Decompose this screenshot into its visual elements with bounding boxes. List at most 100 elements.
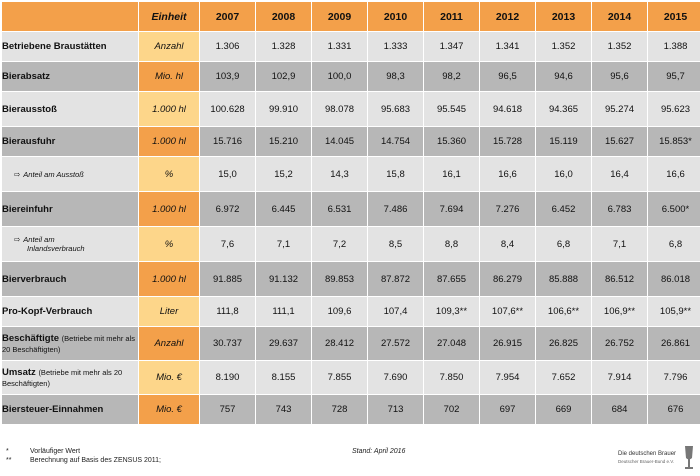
row-label: Beschäftigte (Betriebe mit mehr als 20 B… [2,327,138,360]
arrow-right-icon: ⇨ [14,169,21,179]
cell-value: 15,8 [368,157,423,191]
logo-line-1: Die deutschen Brauer [618,451,677,457]
table-row: Bierverbrauch 1.000 hl 91.885 91.132 89.… [2,262,700,296]
cell-value: 102,9 [256,62,311,91]
cell-value: 87.872 [368,262,423,296]
cell-value: 95.623 [648,92,700,126]
cell-value: 7,2 [312,227,367,261]
stand-date: Stand: April 2016 [352,448,406,455]
row-unit: Mio. hl [139,62,199,91]
header-label [2,2,138,31]
cell-value: 7,1 [256,227,311,261]
cell-value: 7.486 [368,192,423,226]
row-unit: 1.000 hl [139,127,199,156]
cell-value: 7.690 [368,361,423,394]
cell-value: 95,6 [592,62,647,91]
cell-value: 7.914 [592,361,647,394]
cell-value: 7.796 [648,361,700,394]
footnote-symbol: ** [6,457,12,464]
cell-value: 1.328 [256,32,311,61]
cell-value: 14.045 [312,127,367,156]
cell-value: 7.850 [424,361,479,394]
cell-value: 8,8 [424,227,479,261]
cell-value: 684 [592,395,647,424]
header-year: 2014 [592,2,647,31]
row-unit: % [139,227,199,261]
cell-value: 94.618 [480,92,535,126]
cell-value: 7.276 [480,192,535,226]
cell-value: 15.728 [480,127,535,156]
cell-value: 109,3** [424,297,479,326]
cell-value: 1.347 [424,32,479,61]
cell-value: 15.360 [424,127,479,156]
row-label: ⇨ Anteil am Ausstoß [2,157,138,191]
cell-value: 95.545 [424,92,479,126]
cell-value: 94.365 [536,92,591,126]
row-label: Bierverbrauch [2,262,138,296]
header-year: 2013 [536,2,591,31]
row-label: Pro-Kopf-Verbrauch [2,297,138,326]
cell-value: 7,1 [592,227,647,261]
cell-value: 105,9** [648,297,700,326]
footnote-text: Berechnung auf Basis des ZENSUS 2011; [30,457,162,464]
row-unit: Anzahl [139,327,199,360]
header-row: Einheit 2007 2008 2009 2010 2011 2012 20… [2,2,700,31]
cell-value: 86.279 [480,262,535,296]
cell-value: 7.954 [480,361,535,394]
row-label: Umsatz (Betriebe mit mehr als 20 Beschäf… [2,361,138,394]
table-row: ⇨ Anteil am Ausstoß % 15,0 15,2 14,3 15,8… [2,157,700,191]
table-row: Betriebene Braustätten Anzahl 1.306 1.32… [2,32,700,61]
brewers-logo: Die deutschen Brauer Deutscher Brauer-Bu… [618,442,698,474]
cell-value: 16,0 [536,157,591,191]
row-unit: 1.000 hl [139,92,199,126]
cell-value: 91.132 [256,262,311,296]
footer: * Vorläufiger Wert ** Berechnung auf Basis… [0,442,700,476]
row-label-sub: (Betriebe mit mehr als 20 Beschäftigten) [2,333,136,354]
cell-value: 98.078 [312,92,367,126]
row-label: ⇨ Anteil am Inlandsverbrauch [2,227,138,261]
cell-value: 103,9 [200,62,255,91]
logo-line-2: Deutscher Brauer-Bund e.V. [618,459,675,464]
cell-value: 106,9** [592,297,647,326]
cell-value: 96,5 [480,62,535,91]
cell-value: 27.572 [368,327,423,360]
cell-value: 7,6 [200,227,255,261]
cell-value: 15.627 [592,127,647,156]
cell-value: 14.754 [368,127,423,156]
cell-value: 26.752 [592,327,647,360]
cell-value: 89.853 [312,262,367,296]
cell-value: 702 [424,395,479,424]
cell-value: 713 [368,395,423,424]
table-row: Bierausstoß 1.000 hl 100.628 99.910 98.0… [2,92,700,126]
row-label: Biereinfuhr [2,192,138,226]
row-label-text: Umsatz [2,366,36,378]
table-row: Bierabsatz Mio. hl 103,9 102,9 100,0 98,… [2,62,700,91]
cell-value: 7.694 [424,192,479,226]
arrow-right-icon: ⇨ [14,234,21,244]
table-row: Pro-Kopf-Verbrauch Liter 111,8 111,1 109… [2,297,700,326]
header-year: 2009 [312,2,367,31]
footnote-2: ** Berechnung auf Basis des ZENSUS 2011; [6,457,161,464]
header-year: 2015 [648,2,700,31]
cell-value: 676 [648,395,700,424]
table-row: Biereinfuhr 1.000 hl 6.972 6.445 6.531 7… [2,192,700,226]
cell-value: 16,4 [592,157,647,191]
header-year: 2011 [424,2,479,31]
cell-value: 728 [312,395,367,424]
cell-value: 16,6 [648,157,700,191]
cell-value: 16,6 [480,157,535,191]
cell-value: 95.683 [368,92,423,126]
row-label: Bierabsatz [2,62,138,91]
header-unit: Einheit [139,2,199,31]
cell-value: 26.861 [648,327,700,360]
cell-value: 1.306 [200,32,255,61]
row-label: Bierausstoß [2,92,138,126]
cell-value: 15,0 [200,157,255,191]
cell-value: 107,4 [368,297,423,326]
cell-value: 107,6** [480,297,535,326]
cell-value: 15,2 [256,157,311,191]
cell-value: 8,4 [480,227,535,261]
cell-value: 8.190 [200,361,255,394]
row-unit: Mio. € [139,395,199,424]
header-year: 2008 [256,2,311,31]
